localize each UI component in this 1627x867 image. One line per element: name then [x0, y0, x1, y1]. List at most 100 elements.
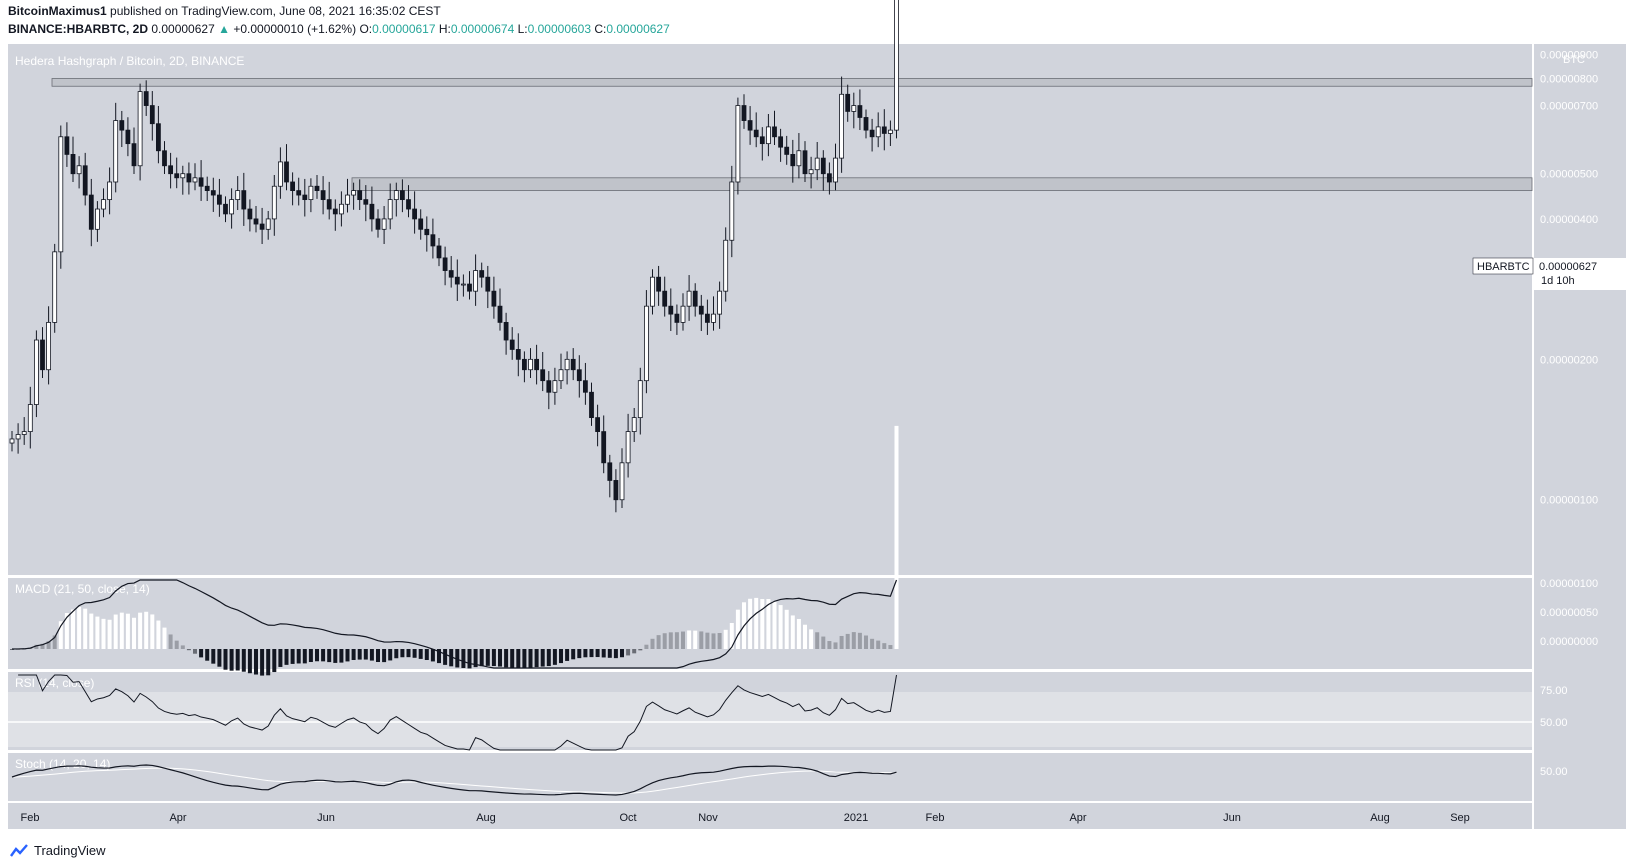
- candle-body: [241, 190, 247, 210]
- high-value: 0.00000674: [450, 22, 515, 36]
- author-name[interactable]: BitcoinMaximus1: [8, 4, 107, 18]
- candle: [119, 110, 125, 148]
- macd-histogram-bar: [668, 632, 673, 649]
- price-tick-label-1: 0.00000200: [1540, 354, 1598, 366]
- macd-histogram-bar: [223, 649, 228, 670]
- candle-body: [497, 305, 503, 323]
- candle-body: [357, 190, 363, 201]
- candle-body: [509, 339, 515, 350]
- candle-body: [302, 194, 308, 201]
- candle: [375, 209, 381, 238]
- candle: [357, 179, 363, 211]
- macd-histogram-bar: [467, 649, 472, 669]
- macd-histogram-bar: [418, 649, 423, 659]
- stoch-panel[interactable]: [8, 753, 1532, 801]
- candle: [637, 367, 643, 435]
- macd-histogram-bar: [559, 649, 563, 664]
- candle: [772, 110, 777, 146]
- candle: [265, 210, 271, 240]
- candle: [515, 333, 521, 377]
- macd-histogram-bar: [821, 636, 826, 649]
- candle-body: [326, 199, 332, 210]
- main-panel[interactable]: [8, 44, 1532, 575]
- candle-body: [576, 369, 582, 382]
- macd-histogram-bar: [491, 649, 496, 667]
- macd-histogram-bar: [864, 635, 868, 649]
- candle-body: [827, 173, 832, 183]
- macd-histogram-bar: [748, 598, 753, 649]
- candle-body: [467, 283, 472, 292]
- macd-histogram-bar: [827, 641, 832, 649]
- candle-body: [558, 369, 564, 382]
- low-value: 0.00000603: [527, 22, 592, 36]
- candle: [778, 128, 783, 162]
- candle: [223, 196, 228, 223]
- macd-histogram-bar: [138, 612, 143, 649]
- macd-histogram-bar: [851, 632, 856, 649]
- candle: [229, 188, 235, 229]
- candle-body: [851, 105, 857, 112]
- candle-body: [698, 305, 704, 315]
- macd-histogram-bar: [260, 649, 265, 676]
- candle: [552, 367, 558, 405]
- candle-body: [735, 105, 741, 183]
- macd-histogram-bar: [522, 649, 527, 669]
- candle-body: [369, 203, 375, 220]
- macd-histogram-bar: [595, 649, 600, 658]
- candle-body: [46, 321, 51, 371]
- macd-histogram-bar: [119, 612, 124, 649]
- macd-histogram-bar: [168, 634, 173, 649]
- candle: [137, 83, 143, 181]
- candle: [546, 371, 552, 410]
- candle-body: [601, 431, 607, 464]
- candle-body: [564, 358, 570, 371]
- macd-histogram-bar: [351, 649, 356, 660]
- macd-histogram-bar: [601, 649, 606, 658]
- candle: [241, 172, 247, 226]
- candle-body: [143, 91, 149, 106]
- macd-histogram-bar: [430, 649, 435, 662]
- candle-body: [76, 165, 82, 175]
- price-axis[interactable]: [1534, 44, 1626, 829]
- candle-body: [174, 173, 180, 179]
- candle-body: [52, 251, 58, 323]
- candle-body: [448, 270, 454, 278]
- macd-histogram-bar: [687, 630, 692, 649]
- macd-histogram-bar: [455, 649, 460, 668]
- price-tick-label-6: 0.00000800: [1540, 74, 1598, 86]
- tradingview-logo[interactable]: TradingView: [10, 843, 106, 858]
- candle: [88, 178, 94, 247]
- macd-histogram-bar: [382, 649, 387, 663]
- time-axis[interactable]: [8, 803, 1532, 829]
- candle: [729, 165, 735, 258]
- candle: [875, 112, 881, 148]
- macd-histogram-bar: [369, 649, 374, 661]
- candle-body: [613, 480, 619, 501]
- candle-body: [412, 208, 418, 220]
- macd-histogram-bar: [674, 632, 679, 649]
- candle: [607, 454, 613, 498]
- macd-histogram-bar: [504, 649, 509, 668]
- macd-histogram-bar: [217, 649, 222, 667]
- macd-histogram-bar: [394, 649, 399, 659]
- macd-histogram-bar: [406, 649, 411, 658]
- macd-histogram-bar: [473, 649, 478, 668]
- rsi-label: RSI (14, close): [15, 676, 94, 690]
- candle: [351, 182, 357, 210]
- candle-body: [351, 190, 357, 196]
- macd-tick-label-2: 0.00000000: [1540, 636, 1598, 648]
- candle-body: [338, 203, 344, 215]
- candle: [454, 259, 460, 301]
- macd-histogram-bar: [71, 609, 75, 649]
- candle-body: [888, 129, 893, 134]
- candle: [168, 152, 174, 189]
- candle-body: [650, 276, 655, 307]
- macd-histogram-bar: [388, 649, 393, 661]
- time-tick-label-8: Apr: [1069, 812, 1086, 824]
- candle: [34, 330, 39, 418]
- candle-body: [491, 290, 497, 307]
- macd-histogram-bar: [485, 649, 490, 666]
- candle-body: [168, 165, 174, 175]
- macd-histogram-bar: [46, 641, 51, 649]
